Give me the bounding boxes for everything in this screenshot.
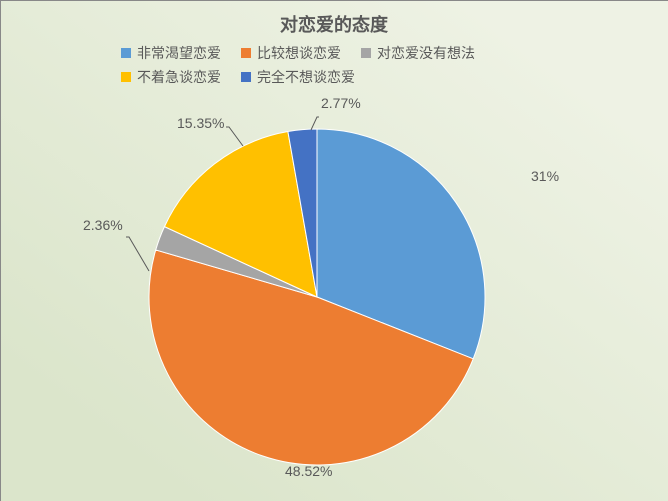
leader-line — [126, 237, 149, 271]
slice-pct-label: 48.52% — [285, 463, 332, 479]
slice-pct-label: 2.77% — [321, 95, 361, 111]
slice-pct-label: 31% — [531, 168, 559, 184]
leader-line — [226, 127, 243, 146]
pie-chart-container: 对恋爱的态度 非常渴望恋爱比较想谈恋爱对恋爱没有想法不着急谈恋爱完全不想谈恋爱 … — [0, 0, 668, 501]
slice-pct-label: 2.36% — [83, 217, 123, 233]
leader-line — [311, 117, 319, 130]
slice-pct-label: 15.35% — [177, 115, 224, 131]
pie-plot — [1, 1, 668, 501]
